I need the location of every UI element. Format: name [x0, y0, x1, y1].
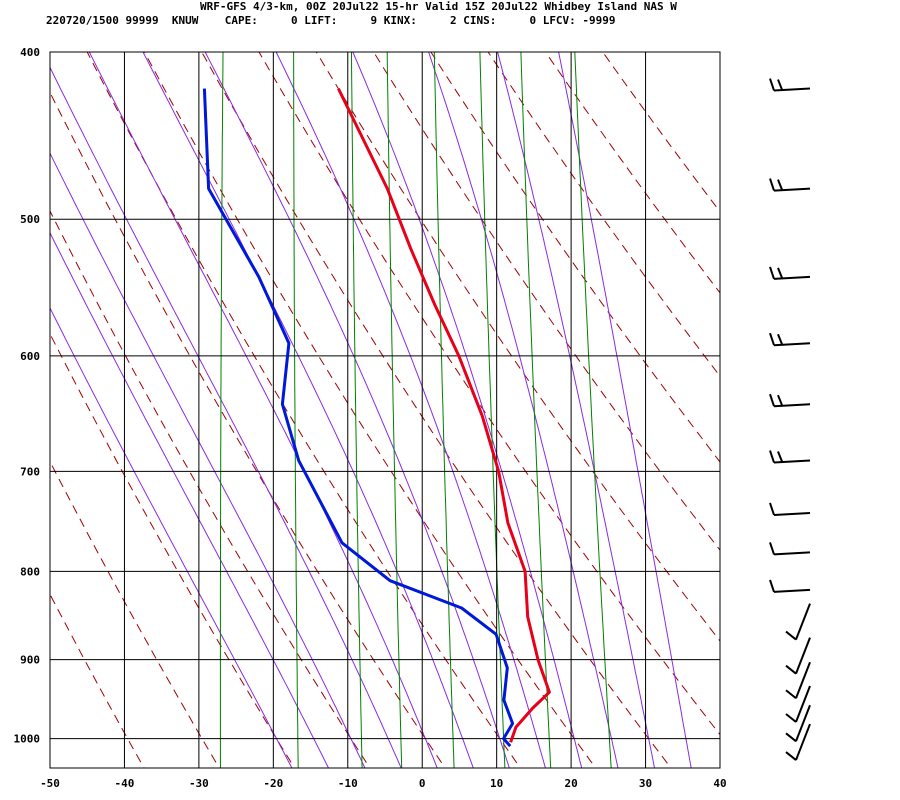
profiles — [202, 87, 551, 748]
wind-barb — [785, 637, 811, 675]
background-lines — [50, 52, 720, 768]
moist-adiabat — [428, 52, 619, 768]
wind-barb — [769, 542, 811, 556]
plot-frame — [49, 51, 721, 769]
moist-adiabat — [50, 231, 330, 768]
pressure-tick-label: 900 — [20, 654, 40, 667]
moist-adiabat — [50, 66, 402, 768]
x-tick-label: 10 — [490, 777, 503, 790]
wind-barb — [769, 579, 811, 593]
dry-adiabat — [50, 91, 446, 768]
moist-adiabat — [50, 152, 366, 768]
x-tick-label: -30 — [189, 777, 209, 790]
dry-adiabat — [50, 460, 220, 768]
wind-barb — [785, 661, 811, 700]
wind-barb — [769, 332, 811, 347]
dry-adiabat — [258, 52, 720, 736]
mixing-ratio-line — [479, 52, 506, 768]
dry-adiabat — [315, 52, 720, 642]
wind-barb — [785, 704, 811, 743]
x-tick-label: -20 — [263, 777, 283, 790]
temperature-profile — [337, 87, 551, 743]
mixing-ratio-line — [293, 52, 299, 768]
dry-adiabat — [86, 52, 522, 768]
dry-adiabat — [50, 210, 371, 768]
wind-barb — [785, 723, 811, 761]
x-tick-label: 20 — [564, 777, 577, 790]
wind-barb — [769, 78, 811, 92]
x-tick-label: -10 — [338, 777, 358, 790]
x-tick-label: -40 — [115, 777, 135, 790]
pressure-tick-label: 700 — [20, 465, 40, 478]
wind-barb — [769, 178, 811, 192]
wind-barb — [769, 393, 811, 408]
dry-adiabat — [373, 52, 720, 551]
mixing-ratio-line — [219, 52, 224, 768]
dry-adiabat — [602, 52, 720, 213]
mixing-ratio-line — [520, 52, 552, 768]
dry-adiabat — [487, 52, 720, 378]
dry-adiabat — [544, 52, 720, 294]
wind-barb — [769, 266, 811, 280]
pressure-tick-label: 600 — [20, 350, 40, 363]
mixing-ratio-line — [574, 52, 612, 768]
sounding-indices: 220720/1500 99999 KNUW CAPE: 0 LIFT: 9 K… — [46, 14, 616, 27]
dry-adiabat — [143, 52, 597, 768]
x-tick-label: 0 — [419, 777, 426, 790]
x-tick-label: -50 — [40, 777, 60, 790]
moist-adiabat — [558, 52, 692, 768]
moist-adiabat — [204, 52, 510, 768]
dry-adiabat — [430, 52, 720, 463]
dry-adiabat — [50, 332, 296, 768]
moist-adiabat — [275, 52, 546, 768]
wind-barb — [785, 603, 811, 641]
wind-barb — [785, 685, 811, 723]
wind-barb — [769, 450, 811, 464]
dry-adiabat — [201, 52, 672, 768]
pressure-tick-label: 500 — [20, 213, 40, 226]
pressure-tick-label: 1000 — [14, 733, 41, 746]
grid — [49, 51, 721, 769]
moist-adiabat — [497, 52, 656, 768]
mixing-ratio-line — [386, 52, 403, 768]
axis-labels: -50 -40 -30 -20 -10 0 10 20 30 40 400 500 600 700 800 9… — [14, 46, 727, 790]
dewpoint-profile — [202, 88, 515, 748]
chart-title: WRF-GFS 4/3-km, 00Z 20Jul22 15-hr Valid … — [200, 0, 677, 13]
x-tick-label: 30 — [639, 777, 652, 790]
moist-adiabat — [50, 306, 293, 768]
wind-barb — [769, 502, 811, 516]
pressure-tick-label: 800 — [20, 565, 40, 578]
mixing-ratio-line — [433, 52, 455, 768]
moist-adiabat — [352, 52, 583, 768]
x-tick-label: 40 — [713, 777, 726, 790]
moist-adiabat — [142, 52, 474, 768]
pressure-tick-label: 400 — [20, 46, 40, 59]
dry-adiabat — [50, 593, 145, 768]
mixing-ratio-line — [350, 52, 363, 768]
wind-barbs — [769, 78, 811, 761]
